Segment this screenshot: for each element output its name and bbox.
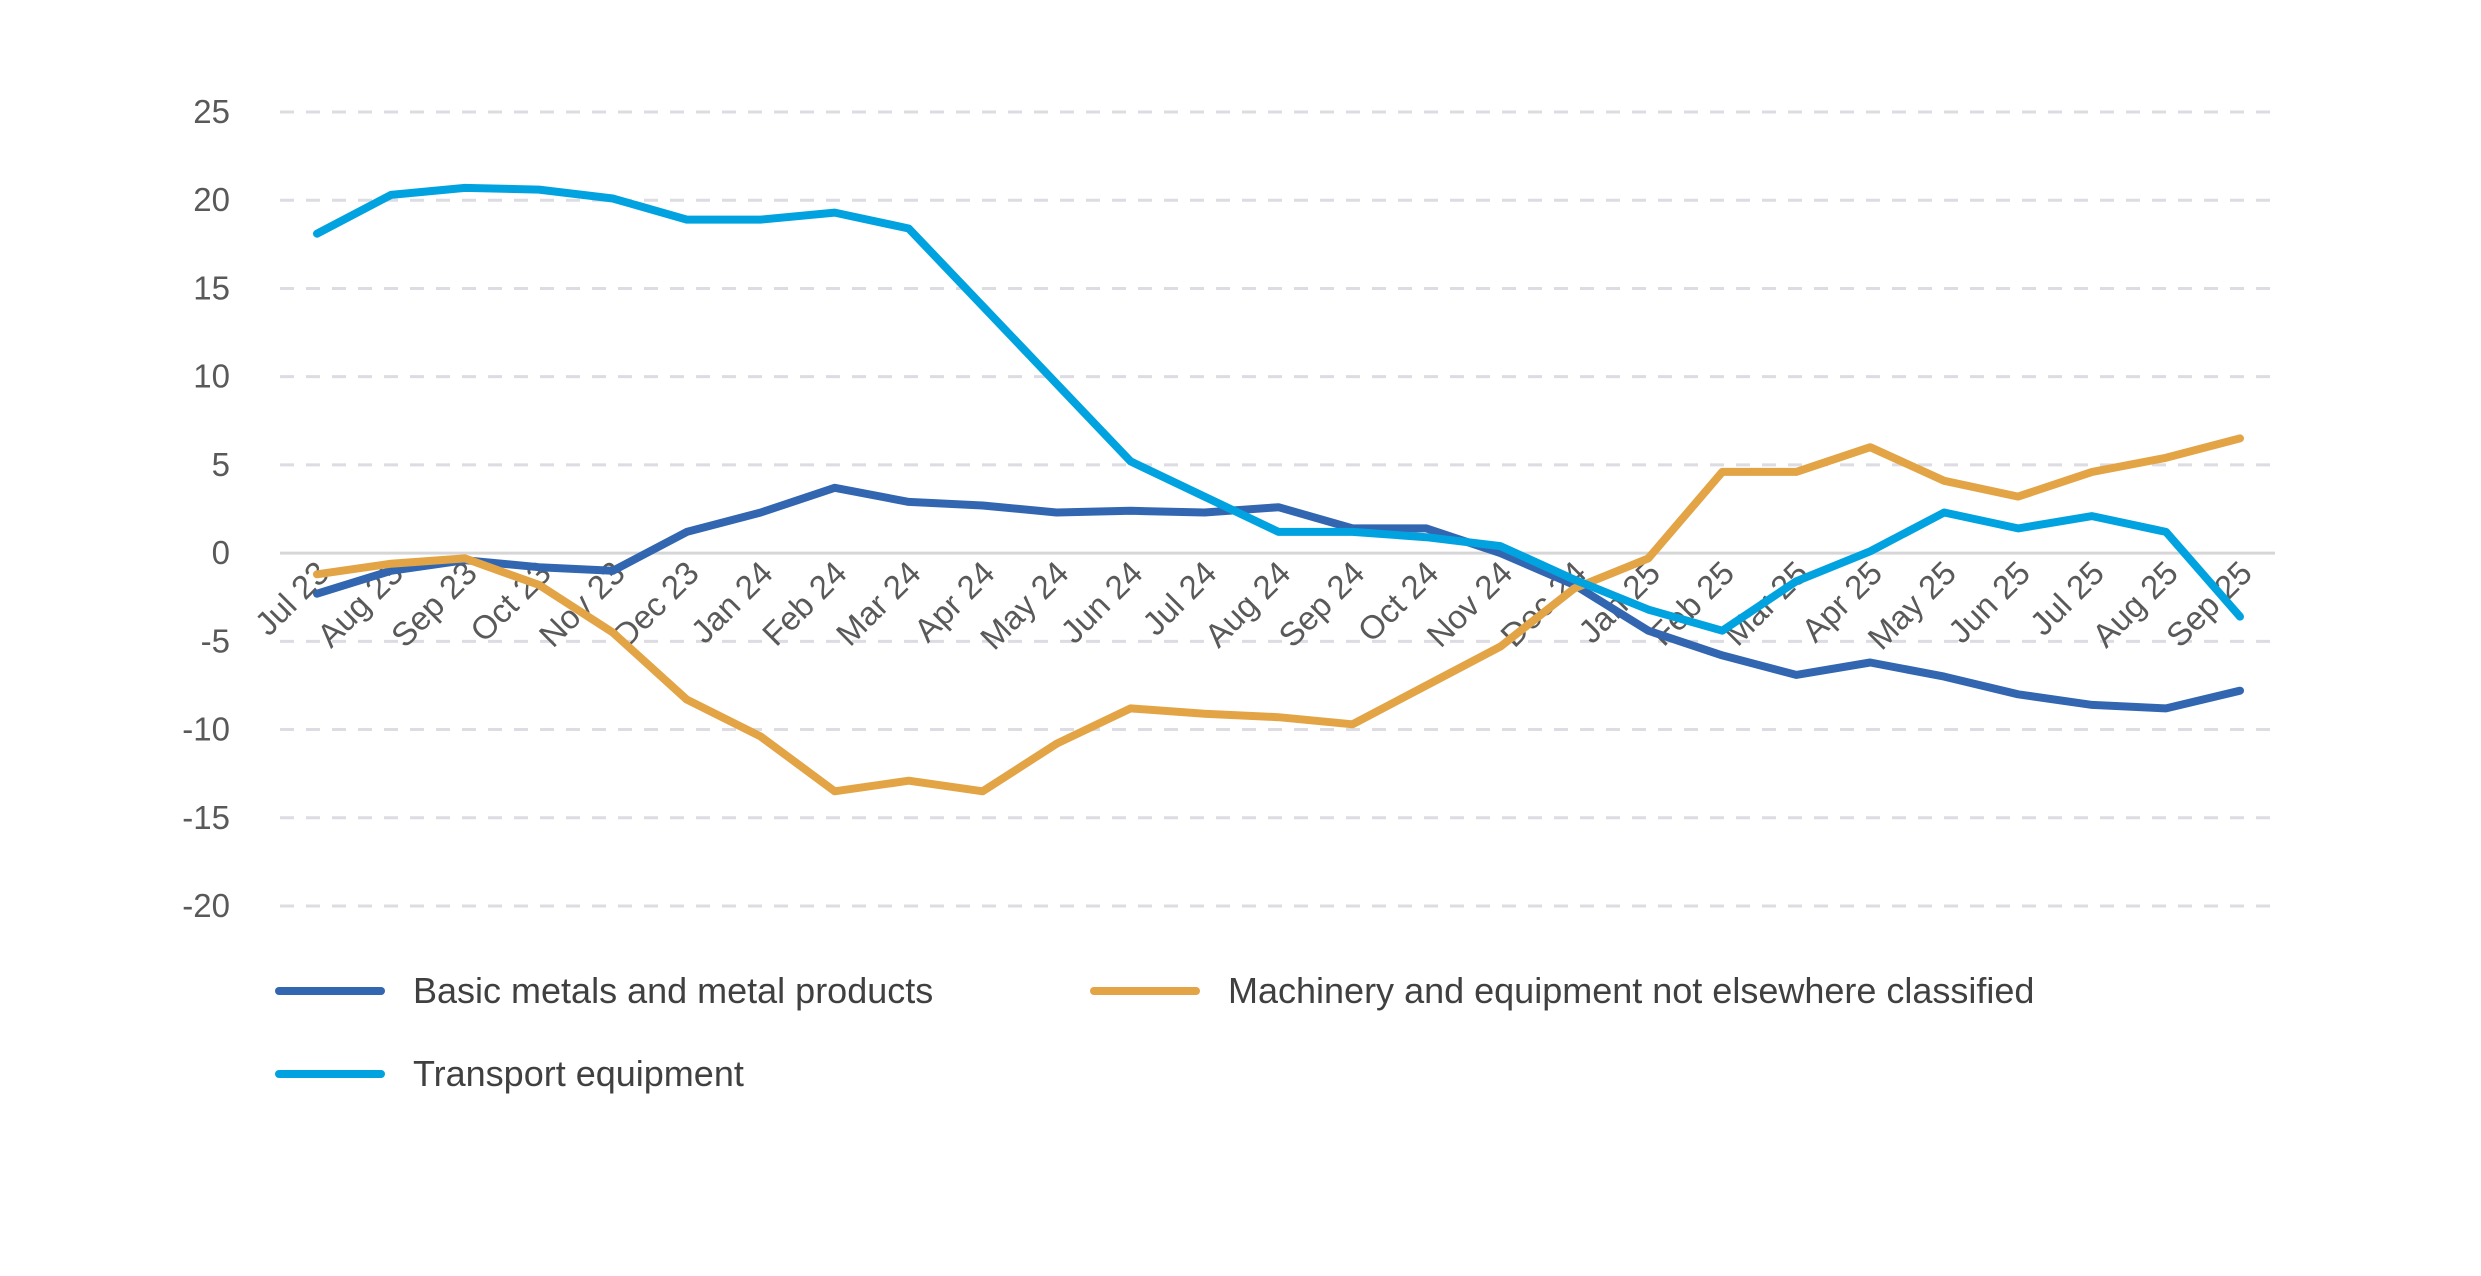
series-line-0 (313, 483, 2244, 713)
y-tick-label: 15 (193, 269, 230, 306)
x-tick-label: Jun 24 (1053, 554, 1149, 650)
series-line-1 (313, 434, 2244, 796)
y-tick-label: 5 (212, 446, 230, 483)
legend-label: Basic metals and metal products (413, 970, 934, 1011)
x-tick-label: Mar 24 (829, 554, 928, 653)
y-tick-label: 0 (212, 534, 230, 571)
y-tick-label: -5 (201, 622, 230, 659)
legend-swatch (275, 987, 385, 995)
x-tick-label: Jun 25 (1941, 554, 2037, 650)
legend-label: Machinery and equipment not elsewhere cl… (1228, 970, 2035, 1011)
y-tick-label: 10 (193, 358, 230, 395)
legend-swatch (1090, 987, 1200, 995)
x-tick-label: Sep 24 (1271, 554, 1371, 654)
y-tick-label: 20 (193, 181, 230, 218)
y-tick-label: -10 (182, 711, 230, 748)
legend-item-transport: Transport equipment (275, 1053, 744, 1095)
y-axis-ticks: 25 20 15 10 5 0 -5 -10 -15 -20 (182, 93, 230, 924)
series-lines (313, 183, 2244, 796)
y-tick-label: -20 (182, 887, 230, 924)
series-line-2 (313, 183, 2244, 635)
legend-item-basic-metals: Basic metals and metal products (275, 970, 933, 1012)
y-tick-label: 25 (193, 93, 230, 130)
legend-item-machinery: Machinery and equipment not elsewhere cl… (1090, 970, 2034, 1012)
y-tick-label: -15 (182, 799, 230, 836)
legend-swatch (275, 1070, 385, 1078)
gridlines (280, 110, 2275, 908)
legend-label: Transport equipment (413, 1053, 744, 1094)
